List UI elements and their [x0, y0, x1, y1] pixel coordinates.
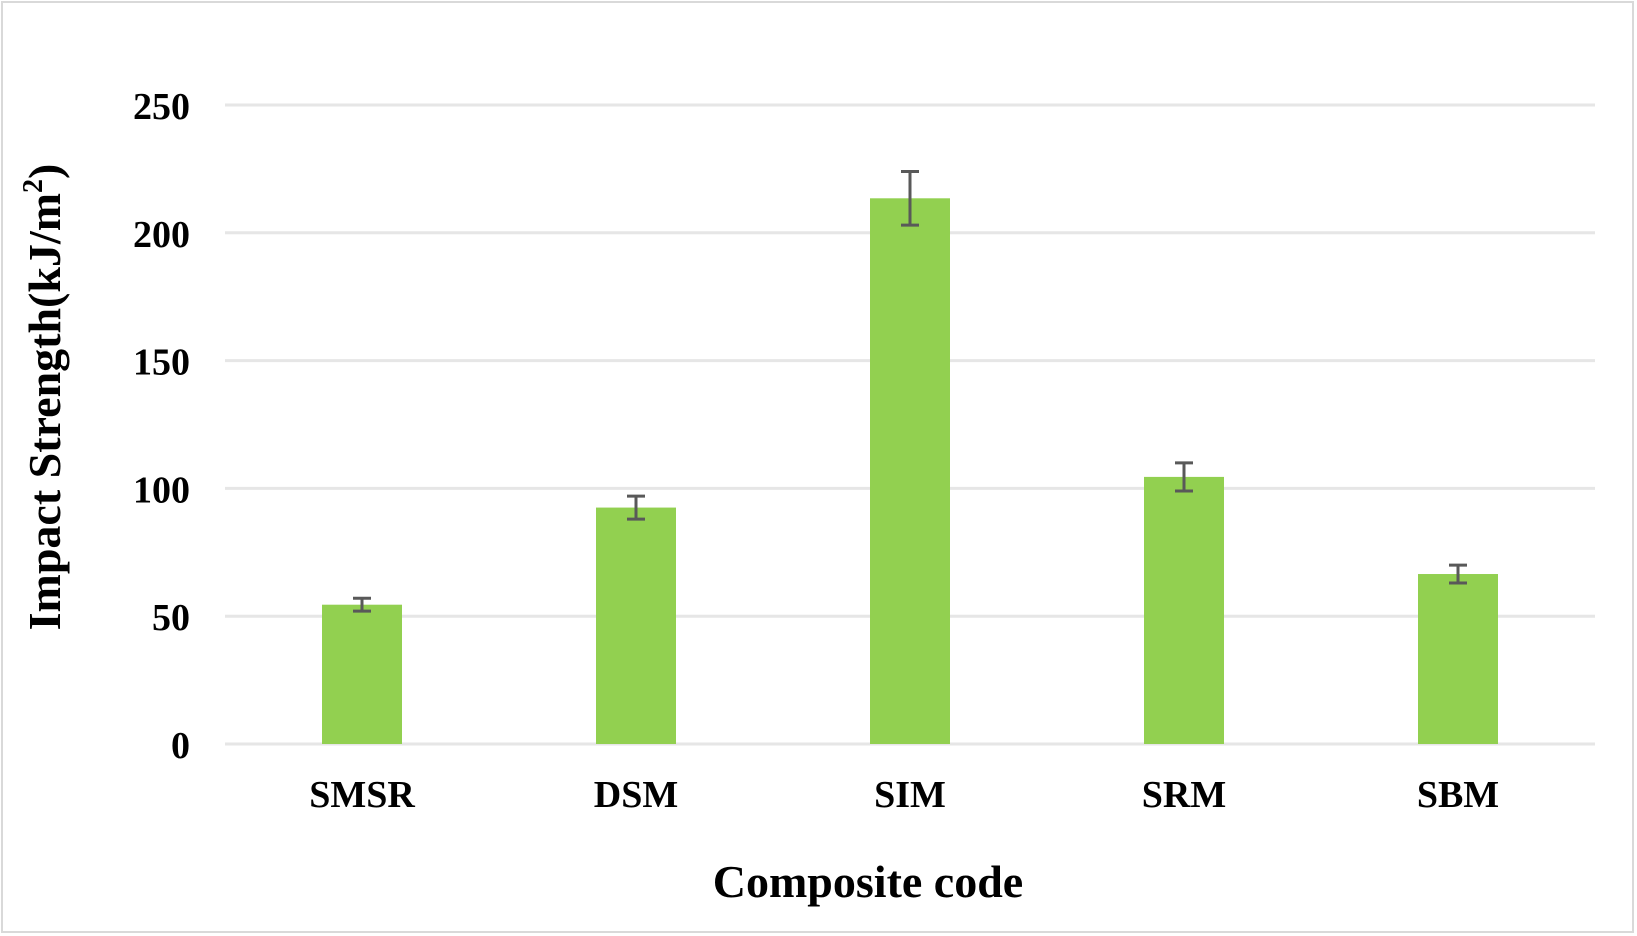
y-tick-label: 0: [171, 725, 190, 767]
bar-srm: [1144, 476, 1224, 744]
y-axis-title-close: ): [19, 164, 70, 179]
error-bar-srm: [1175, 461, 1193, 493]
y-tick-label: 250: [133, 86, 190, 128]
bar-sim: [870, 198, 950, 744]
bar-dsm: [596, 507, 676, 744]
error-bar-sbm: [1449, 563, 1467, 585]
x-tick-label-smsr: SMSR: [309, 774, 415, 816]
error-bar-dsm: [627, 494, 645, 521]
bar-sbm: [1418, 574, 1498, 744]
y-tick-label: 200: [133, 214, 190, 256]
y-tick-label: 150: [133, 342, 190, 384]
x-tick-label-sim: SIM: [874, 774, 946, 816]
x-tick-label-srm: SRM: [1142, 774, 1226, 816]
y-tick-label: 100: [133, 469, 190, 511]
error-bar-sim: [901, 169, 919, 227]
y-axis-title-main: Impact Strength(kJ/m: [19, 193, 70, 630]
x-tick-labels: SMSR DSM SIM SRM SBM: [309, 774, 1499, 816]
bar-smsr: [322, 604, 402, 744]
y-axis-title: Impact Strength(kJ/m2): [18, 164, 70, 631]
x-tick-label-dsm: DSM: [594, 774, 678, 816]
error-bar-smsr: [353, 596, 371, 613]
x-axis-title: Composite code: [713, 856, 1023, 907]
y-tick-label: 50: [152, 597, 190, 639]
y-axis-title-superscript: 2: [18, 179, 49, 193]
bars: [322, 198, 1498, 744]
error-bars: [353, 169, 1467, 613]
y-tick-labels: 0 50 100 150 200 250: [133, 86, 190, 767]
x-tick-label-sbm: SBM: [1417, 774, 1499, 816]
